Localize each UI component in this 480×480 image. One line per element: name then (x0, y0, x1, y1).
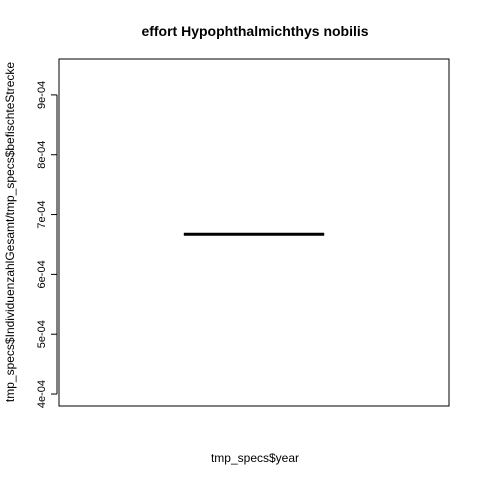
y-tick-label: 9e-04 (36, 81, 48, 109)
plot-area-frame (58, 58, 450, 407)
y-axis-label: tmp_specs$IndividuenzahlGesamt/tmp_specs… (3, 62, 17, 403)
y-tick-label: 4e-04 (36, 380, 48, 408)
x-axis-label: tmp_specs$year (211, 451, 299, 465)
y-axis: 4e-04 5e-04 6e-04 7e-04 8e-04 9e-04 (36, 81, 58, 408)
chart-title: effort Hypophthalmichthys nobilis (141, 23, 368, 39)
y-tick-label: 5e-04 (36, 320, 48, 348)
y-tick-label: 7e-04 (36, 200, 48, 228)
y-tick-label: 8e-04 (36, 141, 48, 169)
y-tick-label: 6e-04 (36, 260, 48, 288)
